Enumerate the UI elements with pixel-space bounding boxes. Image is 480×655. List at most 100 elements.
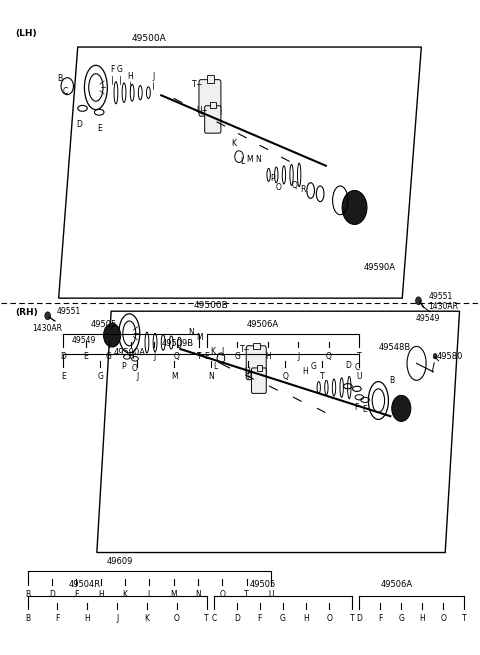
Text: T: T	[350, 614, 354, 624]
Text: J: J	[297, 352, 300, 362]
Text: D: D	[356, 614, 362, 624]
Circle shape	[45, 312, 50, 320]
Text: B: B	[57, 74, 62, 83]
Text: (RH): (RH)	[16, 308, 38, 317]
Text: 49609: 49609	[107, 557, 133, 566]
Text: N: N	[195, 590, 201, 599]
FancyBboxPatch shape	[246, 346, 266, 380]
Text: G: G	[117, 66, 123, 75]
Text: B: B	[25, 614, 30, 624]
Text: Q: Q	[291, 181, 297, 190]
Text: C: C	[354, 363, 360, 372]
Text: D: D	[76, 120, 82, 129]
Text: N: N	[208, 372, 214, 381]
Text: K: K	[231, 139, 236, 148]
Text: F: F	[258, 614, 262, 624]
Text: L: L	[240, 157, 244, 166]
Text: G: G	[234, 352, 240, 362]
Text: O: O	[219, 590, 225, 599]
Text: O: O	[275, 183, 281, 192]
Text: M: M	[196, 333, 203, 343]
Text: T: T	[320, 372, 324, 381]
Text: 49500A: 49500A	[132, 34, 167, 43]
Text: U: U	[244, 367, 250, 377]
Text: 49500B: 49500B	[194, 301, 229, 310]
Text: K: K	[144, 614, 149, 624]
Text: 49551: 49551	[429, 291, 453, 301]
Text: E: E	[84, 352, 88, 362]
Text: P: P	[121, 362, 125, 371]
Text: Q: Q	[282, 372, 288, 381]
Text: D: D	[60, 352, 66, 362]
FancyBboxPatch shape	[210, 102, 216, 108]
Text: H: H	[302, 367, 308, 376]
Text: 1430AR: 1430AR	[33, 324, 62, 333]
Text: E: E	[363, 405, 367, 414]
Text: J: J	[136, 372, 139, 381]
Circle shape	[392, 396, 411, 421]
Text: O: O	[174, 614, 180, 624]
Text: 49506A: 49506A	[247, 320, 279, 329]
Text: H: H	[129, 352, 134, 362]
Circle shape	[433, 354, 437, 359]
Text: U: U	[197, 106, 202, 115]
Text: C: C	[211, 614, 216, 624]
FancyBboxPatch shape	[206, 75, 214, 83]
Text: 49506A: 49506A	[381, 580, 413, 589]
Text: C: C	[62, 87, 68, 96]
Text: 49509B: 49509B	[162, 339, 194, 348]
Text: T: T	[204, 614, 209, 624]
Text: 49580: 49580	[437, 352, 463, 362]
Text: T: T	[462, 614, 467, 624]
Text: Q: Q	[174, 352, 180, 362]
Text: 49505: 49505	[250, 580, 276, 589]
Text: L: L	[147, 590, 152, 599]
Text: L: L	[213, 362, 217, 371]
Text: N: N	[255, 155, 261, 164]
Text: J: J	[222, 347, 224, 356]
Text: F: F	[354, 403, 358, 411]
Text: H: H	[265, 352, 271, 362]
Text: J: J	[152, 72, 154, 81]
FancyBboxPatch shape	[257, 365, 262, 371]
Text: T: T	[240, 345, 244, 354]
Text: G: G	[106, 352, 112, 362]
Text: M: M	[246, 155, 253, 164]
Text: R: R	[300, 185, 306, 194]
Text: T: T	[244, 590, 249, 599]
Text: T: T	[357, 352, 361, 362]
Text: M: M	[171, 372, 178, 381]
Circle shape	[342, 191, 367, 225]
Text: F: F	[55, 614, 60, 624]
Text: 49590A: 49590A	[364, 263, 396, 272]
Text: G: G	[311, 362, 317, 371]
Text: P: P	[270, 174, 275, 183]
Text: U: U	[268, 590, 274, 599]
Text: E: E	[204, 352, 209, 362]
Text: U: U	[357, 372, 362, 381]
Text: 49505: 49505	[91, 320, 117, 329]
Text: D: D	[49, 590, 55, 599]
Text: B: B	[389, 377, 394, 386]
Text: M: M	[170, 590, 177, 599]
Text: G: G	[97, 372, 103, 381]
Text: G: G	[398, 614, 404, 624]
Text: H: H	[303, 614, 309, 624]
Text: 49549: 49549	[416, 314, 440, 323]
Text: P: P	[246, 372, 251, 381]
Text: H: H	[127, 72, 133, 81]
Text: H: H	[420, 614, 425, 624]
Text: F: F	[74, 590, 79, 599]
Text: E: E	[97, 124, 102, 133]
Text: G: G	[280, 614, 286, 624]
Text: D: D	[345, 361, 351, 370]
Text: 49504R: 49504R	[69, 580, 101, 589]
Text: T: T	[197, 352, 202, 362]
Text: 1430AR: 1430AR	[429, 302, 458, 311]
Circle shape	[104, 324, 120, 347]
Text: (LH): (LH)	[16, 29, 37, 39]
FancyBboxPatch shape	[252, 368, 266, 394]
Text: O: O	[440, 614, 446, 624]
Text: Q: Q	[326, 352, 332, 362]
Text: K: K	[210, 347, 215, 356]
